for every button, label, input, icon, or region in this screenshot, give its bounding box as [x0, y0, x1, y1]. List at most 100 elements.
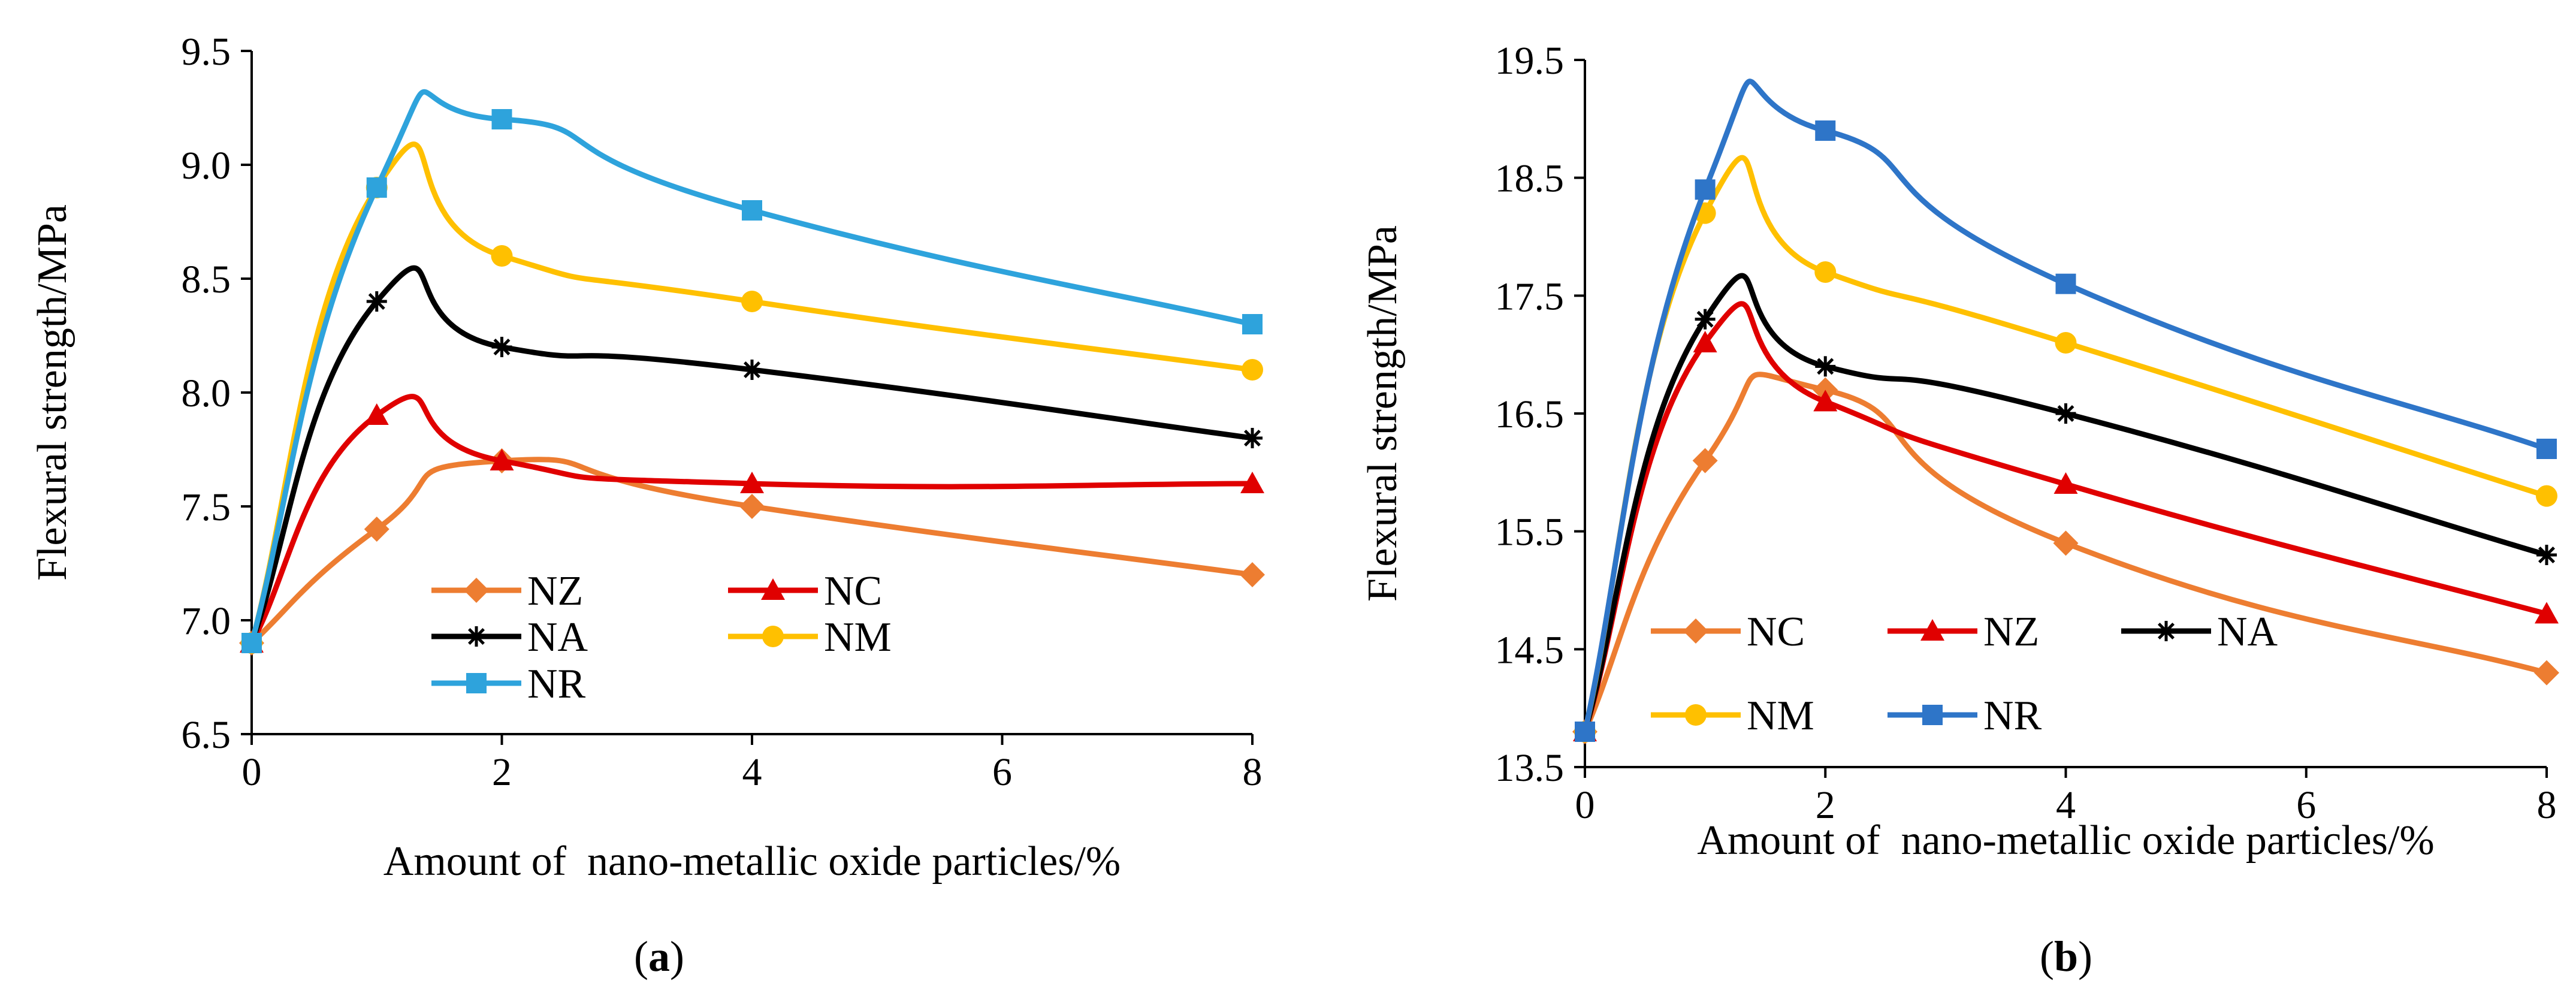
- series-nc: [1572, 372, 2559, 744]
- legend-item-nz: NZ: [1888, 609, 2039, 655]
- legend-label: NA: [527, 614, 588, 660]
- x-tick-label: 2: [492, 750, 512, 794]
- x-tick-label: 0: [242, 750, 262, 794]
- legend-label: NM: [824, 614, 892, 660]
- y-tick-label: 8.5: [182, 258, 231, 301]
- x-tick-label: 6: [992, 750, 1012, 794]
- panel-caption-letter: b: [2054, 932, 2078, 980]
- legend: NZ NC NA NM NR: [431, 568, 892, 707]
- data-point-nm: [2055, 332, 2077, 354]
- data-point-na: [2536, 545, 2557, 565]
- panel-caption: (b): [2040, 932, 2092, 980]
- data-point-na: [1242, 428, 1263, 448]
- legend-label: NC: [1747, 609, 1805, 655]
- data-point-nm: [741, 291, 763, 312]
- legend-label: NA: [2217, 609, 2278, 655]
- legend-item-na: NA: [431, 614, 588, 660]
- data-point-nz: [2053, 472, 2078, 494]
- y-axis-title: Flexural strength/MPa: [29, 204, 76, 581]
- legend-swatch-marker: [1683, 618, 1708, 644]
- data-point-na: [491, 337, 512, 357]
- data-point-nm: [1242, 359, 1263, 381]
- legend-swatch-marker: [466, 673, 487, 693]
- y-tick-label: 17.5: [1495, 274, 1565, 318]
- data-point-na: [1815, 356, 1836, 377]
- series-nm: [1574, 155, 2557, 743]
- x-tick-label: 2: [1816, 783, 1835, 827]
- series-nz: [1573, 301, 2559, 741]
- data-point-nc: [740, 472, 764, 493]
- series-line-na: [249, 265, 1255, 646]
- x-tick-label: 6: [2296, 783, 2316, 827]
- y-tick-label: 18.5: [1495, 157, 1565, 201]
- legend-swatch-marker: [1920, 619, 1944, 641]
- x-tick-label: 4: [2056, 783, 2076, 827]
- series-na: [241, 265, 1263, 653]
- data-point-nc: [2053, 530, 2079, 556]
- legend-item-nr: NR: [1888, 693, 2042, 739]
- data-point-nr: [1815, 120, 1836, 141]
- data-point-na: [366, 291, 387, 312]
- y-tick-label: 8.0: [182, 372, 231, 415]
- data-point-nr: [2536, 439, 2557, 459]
- data-point-nc: [490, 449, 514, 470]
- legend-item-nc: NC: [1651, 609, 1805, 655]
- data-point-nc: [2534, 660, 2559, 686]
- y-tick-label: 19.5: [1495, 39, 1565, 83]
- legend: NC NZ NA NM NR: [1651, 609, 2278, 739]
- panel-caption-letter: a: [648, 932, 670, 980]
- data-point-nc: [364, 403, 389, 425]
- data-point-nr: [366, 177, 387, 198]
- legend-item-nc: NC: [728, 568, 882, 614]
- data-point-nc: [1692, 448, 1718, 473]
- series-nr: [1575, 79, 2557, 742]
- series-line-nc: [249, 394, 1255, 646]
- series-nc: [240, 394, 1264, 653]
- data-point-nc: [1240, 472, 1264, 493]
- chart-panel-b: 13.5 14.5 15.5 16.5 17.5 18.5 19.5 0 2 4 6 8 Flexura…: [1360, 39, 2559, 980]
- data-point-nm: [2536, 485, 2557, 507]
- data-point-nz: [1693, 331, 1717, 352]
- data-point-nr: [1242, 314, 1263, 334]
- legend-swatch-marker: [1922, 705, 1943, 725]
- panel-caption: (a): [634, 932, 684, 980]
- data-point-nz: [364, 517, 389, 542]
- series-line-nz: [249, 457, 1255, 646]
- legend-label: NZ: [527, 568, 583, 614]
- data-point-nz: [1240, 562, 1265, 587]
- data-point-na: [742, 360, 762, 380]
- legend-swatch-marker: [464, 578, 489, 603]
- data-point-na: [1695, 309, 1716, 330]
- legend-item-nr: NR: [431, 661, 586, 707]
- data-point-nz: [2535, 602, 2559, 624]
- y-tick-label: 7.0: [182, 599, 231, 643]
- legend-label: NZ: [1983, 609, 2039, 655]
- series-line-nz: [1582, 301, 2550, 735]
- data-point-nr: [742, 200, 762, 221]
- legend-label: NC: [824, 568, 882, 614]
- series-na: [1575, 273, 2557, 742]
- legend-label: NR: [527, 661, 586, 707]
- chart-panel-a: 6.5 7.0 7.5 8.0 8.5 9.0 9.5 0 2 4 6 8 Flexural stren…: [29, 30, 1265, 980]
- x-tick-label: 8: [2537, 783, 2557, 827]
- legend-swatch-marker: [762, 626, 784, 647]
- series-nr: [241, 89, 1263, 653]
- data-point-nr: [1575, 722, 1595, 742]
- data-point-nz: [739, 494, 765, 519]
- y-axis-title: Flexural strength/MPa: [1360, 225, 1406, 602]
- data-point-nr: [491, 109, 512, 129]
- y-tick-label: 15.5: [1495, 511, 1565, 554]
- legend-swatch-marker: [466, 626, 487, 647]
- y-tick-label: 13.5: [1495, 746, 1565, 790]
- legend-swatch-marker: [2156, 621, 2176, 641]
- y-tick-label: 16.5: [1495, 393, 1565, 436]
- x-tick-label: 8: [1243, 750, 1263, 794]
- data-point-nz: [1813, 390, 1838, 412]
- data-point-nr: [2055, 273, 2076, 294]
- y-tick-label: 7.5: [182, 485, 231, 529]
- legend-label: NM: [1747, 693, 1814, 739]
- data-point-nr: [1695, 179, 1716, 200]
- x-tick-label: 0: [1575, 783, 1595, 827]
- data-point-nm: [491, 245, 513, 267]
